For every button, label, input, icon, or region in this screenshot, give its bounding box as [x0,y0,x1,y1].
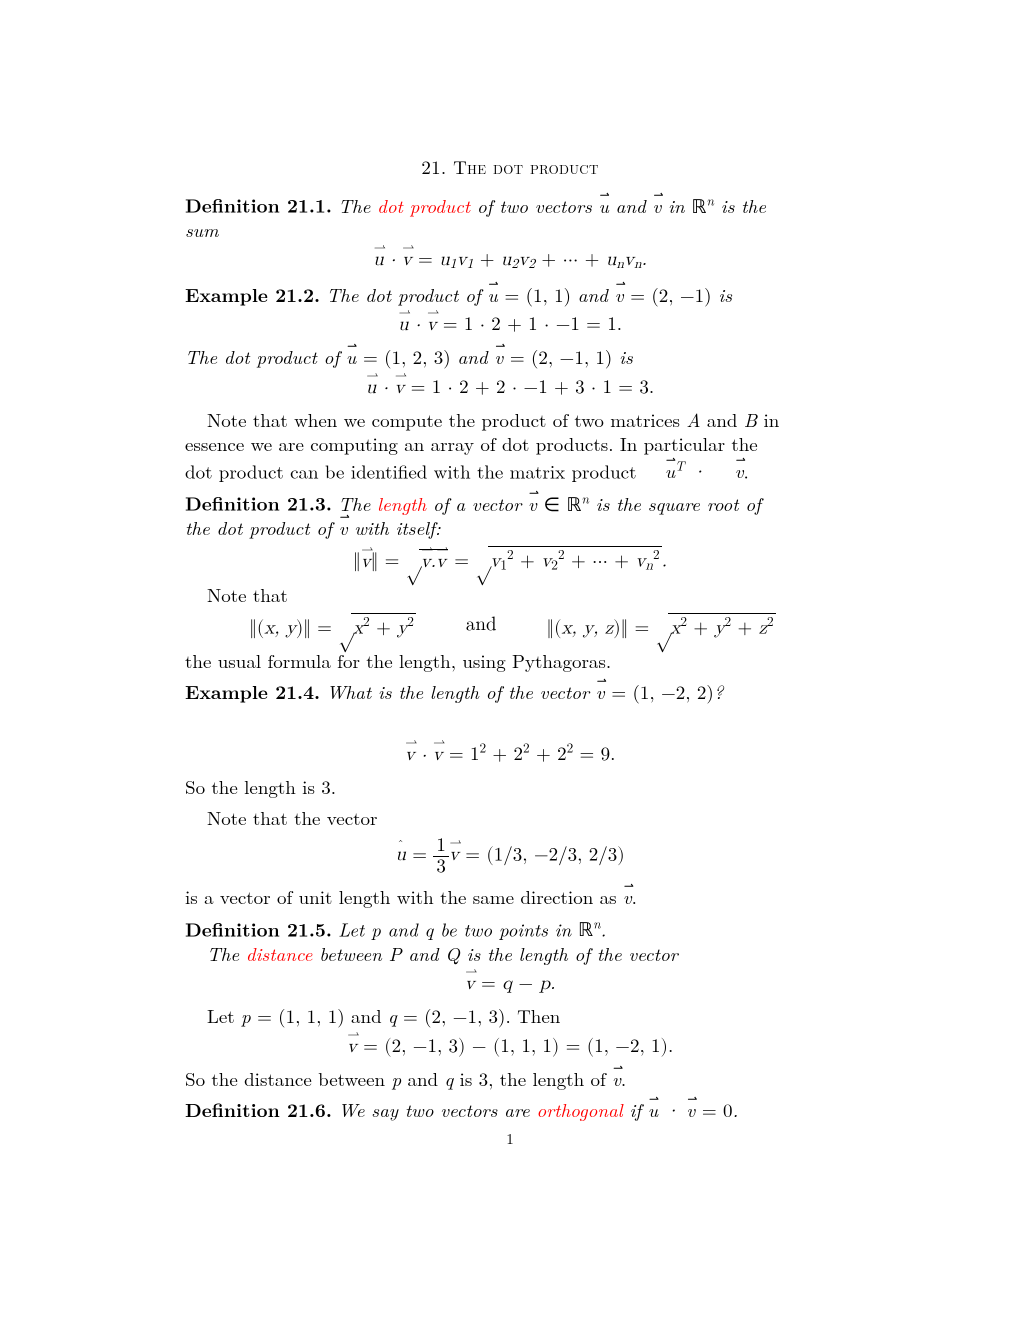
def-label: Definition 21.3. [185,489,332,517]
text: and [408,940,438,967]
text: The dot product of [326,281,480,308]
text: of a vector [433,490,521,517]
text: The [338,192,370,219]
pythag-closing: the usual formula for the length, using … [185,649,835,673]
ex214-note: Note that the vector [185,806,835,830]
eq-dot-def: ⇀u · ⇀v = u1v1 + u2v2 + ··· + unvn. [185,248,835,274]
def-label: Definition 21.6. [185,1095,332,1123]
definition-21-1: Definition 21.1. The dot product of two … [185,191,835,242]
p: p [371,915,381,942]
eq-ex212-1: ⇀u · ⇀v = 1 · 2 + 1 · −1 = 1. [185,313,835,337]
text: is the length of the vector [467,940,678,967]
text: sum [185,216,219,243]
eq-length-def: ‖⇀v‖ = ⇀v.⇀v = v12 + v22 + ··· + vn2. [185,546,835,575]
text: The dot product of [185,343,339,370]
term-distance: distance [246,940,313,967]
text: with itself: [354,514,440,541]
text: Then [517,1002,560,1029]
text: if [629,1096,641,1123]
Q: Q [445,940,460,967]
gap [185,711,835,735]
ex-label: Example 21.4. [185,677,320,705]
text: between [319,940,382,967]
term-length: length [377,490,426,517]
page-number: 1 [185,1129,835,1148]
B: B [744,406,757,433]
text: dot product can be identified with the m… [185,457,636,484]
note-matrices: Note that when we compute the product of… [185,408,835,483]
eq-dist-def: ⇀v = q − p. [185,972,835,996]
example-21-2b: The dot product of ⇀u = (1, 2, 3) and ⇀v… [185,345,835,369]
text: is the square root of [596,490,761,517]
def215-let: Let p = (1, 1, 1) and q = (2, −1, 3). Th… [185,1004,835,1028]
text: in [668,192,685,219]
P: P [389,940,402,967]
text: What is the length of the vector [326,678,589,705]
section-number: 21. [421,153,446,180]
text: Let [338,915,364,942]
definition-21-5: Definition 21.5. Let p and q be two poin… [185,915,835,966]
page: 21. The dot product Definition 21.1. The… [0,0,1020,1320]
ex214-closing: is a vector of unit length with the same… [185,885,835,909]
term-dot-product: dot product [377,192,470,219]
ex214-ans: So the length is 3. [185,775,835,799]
def-label: Definition 21.5. [185,914,332,942]
eq-ex214: ⇀v · ⇀v = 12 + 22 + 22 = 9. [185,741,835,768]
text: in [764,406,780,433]
eq-ex212-2: ⇀u · ⇀v = 1 · 2 + 2 · −1 + 3 · 1 = 3. [185,376,835,400]
A: A [686,406,700,433]
text: and [578,281,608,308]
text: The [207,940,239,967]
note-that-2: Note that [185,583,835,607]
definition-21-3: Definition 21.3. The length of a vector … [185,489,835,540]
text: is 3, the length of [460,1065,606,1092]
text: We say two vectors are [338,1096,529,1123]
period: . [601,915,607,942]
text: is a vector of unit length with the same… [185,883,617,910]
text: and [351,1002,382,1029]
text: Note that the vector [207,804,378,831]
example-21-2: Example 21.2. The dot product of ⇀u = (1… [185,282,835,307]
eq-dist-calc: ⇀v = (2, −1, 3) − (1, 1, 1) = (1, −2, 1)… [185,1035,835,1059]
text: is [619,343,633,370]
text: the usual formula for the length, using … [185,647,611,674]
text: and [407,1065,438,1092]
text: Note that when we compute the product of… [207,406,680,433]
text: So the length is 3. [185,773,336,800]
text: and [388,915,418,942]
text: Let [207,1002,235,1029]
text: be two points in [440,915,571,942]
section-heading: The dot product [453,153,599,180]
term-orthogonal: orthogonal [536,1096,622,1123]
section-title: 21. The dot product [185,155,835,179]
eq-unit: ˆu = 13⇀v = (1/3, −2/3, 2/3) [185,836,835,877]
text: and [616,192,646,219]
ex-label: Example 21.2. [185,280,320,308]
text: the dot product of [185,514,332,541]
text: is [718,281,732,308]
def-label: Definition 21.1. [185,191,332,219]
text: Note that [207,581,288,608]
and: and [466,613,497,641]
v-vec: ⇀v [653,194,662,218]
text: So the distance between [185,1065,385,1092]
period: . [732,1096,738,1123]
text: is the [721,192,766,219]
example-21-4: Example 21.4. What is the length of the … [185,679,835,704]
Rn: ℝn [691,192,714,219]
q: q [425,915,434,942]
text: of two vectors [477,192,592,219]
def215-closing: So the distance between p and q is 3, th… [185,1067,835,1091]
u-vec: ⇀u [599,194,609,218]
eq-pythag-row: ‖(x, y)‖ = x2 + y2 and ‖(x, y, z)‖ = x2 … [185,613,835,641]
text: and [707,406,738,433]
text: and [457,343,487,370]
definition-21-6: Definition 21.6. We say two vectors are … [185,1097,835,1122]
